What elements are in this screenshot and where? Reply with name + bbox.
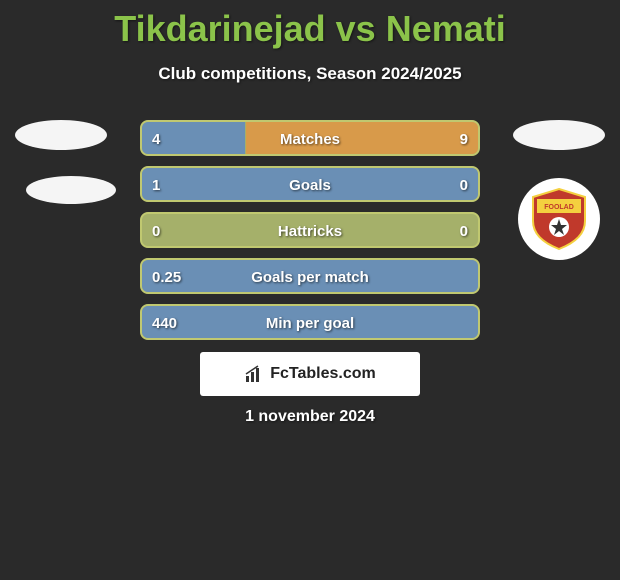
left-player-badge-1 [15,120,107,150]
left-player-badge-2 [26,176,116,204]
comparison-title: Tikdarinejad vs Nemati [0,0,620,50]
stat-row-matches: 4 Matches 9 [140,120,480,156]
site-attribution[interactable]: FcTables.com [200,352,420,396]
date-text: 1 november 2024 [0,408,620,426]
stat-row-min-per-goal: 440 Min per goal [140,304,480,340]
stat-right-value: 9 [460,122,468,156]
chart-icon [244,364,264,384]
stat-label: Min per goal [142,306,478,340]
foolad-logo-icon: FOOLAD [525,185,593,253]
svg-text:FOOLAD: FOOLAD [544,204,574,211]
stat-label: Matches [142,122,478,156]
stat-row-hattricks: 0 Hattricks 0 [140,212,480,248]
stat-right-value: 0 [460,168,468,202]
right-player-badge-1 [513,120,605,150]
stats-container: 4 Matches 9 1 Goals 0 0 Hattricks 0 0.25… [140,120,480,350]
stat-label: Goals [142,168,478,202]
stat-row-goals: 1 Goals 0 [140,166,480,202]
stat-label: Hattricks [142,214,478,248]
stat-row-goals-per-match: 0.25 Goals per match [140,258,480,294]
site-name: FcTables.com [270,365,376,383]
stat-label: Goals per match [142,260,478,294]
right-club-badge: FOOLAD [518,178,600,260]
comparison-subtitle: Club competitions, Season 2024/2025 [0,64,620,84]
stat-right-value: 0 [460,214,468,248]
